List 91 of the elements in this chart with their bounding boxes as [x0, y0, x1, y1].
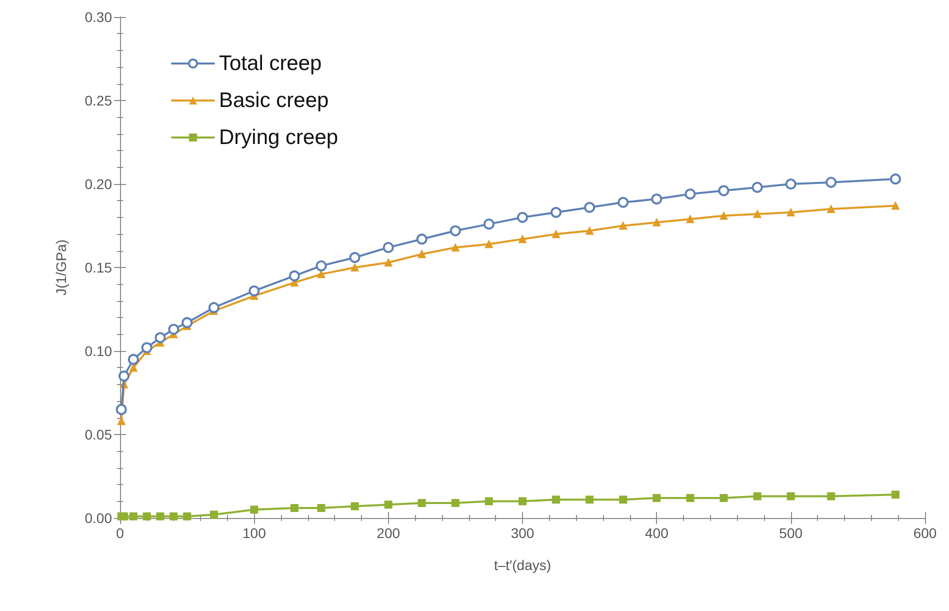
point: [890, 173, 901, 184]
x-axis-title: t–t′(days): [494, 557, 552, 573]
y-tick-label: 0.30: [84, 9, 112, 25]
point: [785, 178, 796, 190]
point: [518, 235, 526, 244]
point: [118, 370, 130, 382]
point: [891, 490, 900, 499]
point: [752, 182, 763, 193]
point: [183, 512, 192, 520]
y-tick-label: 0.10: [84, 343, 112, 359]
x-tick-label: 400: [644, 525, 669, 541]
point: [120, 512, 128, 520]
point: [154, 332, 166, 344]
y-tick-label: 0.05: [84, 426, 112, 442]
point: [384, 258, 392, 266]
point: [129, 512, 138, 520]
y-axis-title: J(1/GPa): [53, 239, 69, 296]
point: [686, 215, 694, 224]
point: [584, 202, 596, 213]
x-tick-label: 100: [242, 525, 266, 541]
point: [129, 364, 138, 372]
point: [288, 270, 300, 282]
point: [416, 234, 428, 245]
point: [684, 188, 696, 200]
point: [720, 212, 728, 220]
point: [651, 194, 662, 205]
point: [786, 208, 795, 216]
point: [619, 222, 628, 230]
point: [517, 212, 528, 223]
point: [117, 417, 126, 426]
point: [316, 260, 327, 272]
point: [317, 270, 326, 278]
point: [418, 498, 426, 507]
y-tick-label: 0.15: [84, 260, 112, 276]
point: [142, 512, 151, 520]
point: [128, 354, 139, 365]
x-tick-label: 200: [376, 525, 400, 541]
point: [418, 250, 426, 258]
point: [483, 218, 494, 230]
point: [208, 302, 220, 314]
point: [618, 196, 629, 208]
y-tick-label: 0.00: [84, 510, 112, 526]
point: [349, 252, 360, 263]
point: [552, 230, 560, 238]
point: [586, 496, 594, 504]
point: [450, 225, 461, 236]
point: [317, 504, 326, 512]
point: [250, 506, 258, 514]
point: [484, 240, 493, 248]
x-tick-label: 500: [779, 525, 803, 541]
point: [350, 264, 359, 272]
point: [891, 202, 900, 210]
point: [826, 176, 837, 188]
point: [720, 494, 728, 502]
legend-label: Total creep: [219, 52, 322, 75]
point: [350, 502, 359, 510]
point: [786, 492, 795, 500]
point: [116, 404, 127, 415]
legend-label: Basic creep: [219, 89, 329, 112]
point: [753, 210, 762, 218]
point: [170, 512, 178, 520]
point: [210, 510, 218, 519]
point: [156, 512, 164, 520]
x-tick-label: 300: [510, 525, 534, 541]
point: [619, 496, 628, 504]
point: [753, 492, 762, 500]
point: [290, 504, 298, 512]
x-tick-label: 600: [913, 525, 937, 541]
point: [248, 285, 260, 296]
point: [652, 494, 661, 502]
point: [686, 494, 694, 502]
y-tick-label: 0.25: [84, 92, 112, 108]
y-tick-label: 0.20: [84, 176, 112, 192]
point: [586, 226, 594, 235]
point: [451, 498, 460, 507]
point: [141, 342, 152, 354]
point: [484, 497, 493, 506]
point: [518, 497, 526, 506]
point: [384, 500, 392, 509]
point: [451, 243, 460, 252]
x-tick-label: 0: [116, 525, 124, 541]
point: [552, 496, 560, 504]
point: [382, 242, 394, 253]
legend-label: Drying creep: [219, 126, 338, 149]
point: [827, 492, 836, 500]
point: [182, 317, 193, 328]
point: [718, 185, 730, 196]
point: [550, 206, 562, 218]
point: [652, 218, 661, 226]
point: [827, 205, 836, 214]
point: [168, 324, 180, 335]
